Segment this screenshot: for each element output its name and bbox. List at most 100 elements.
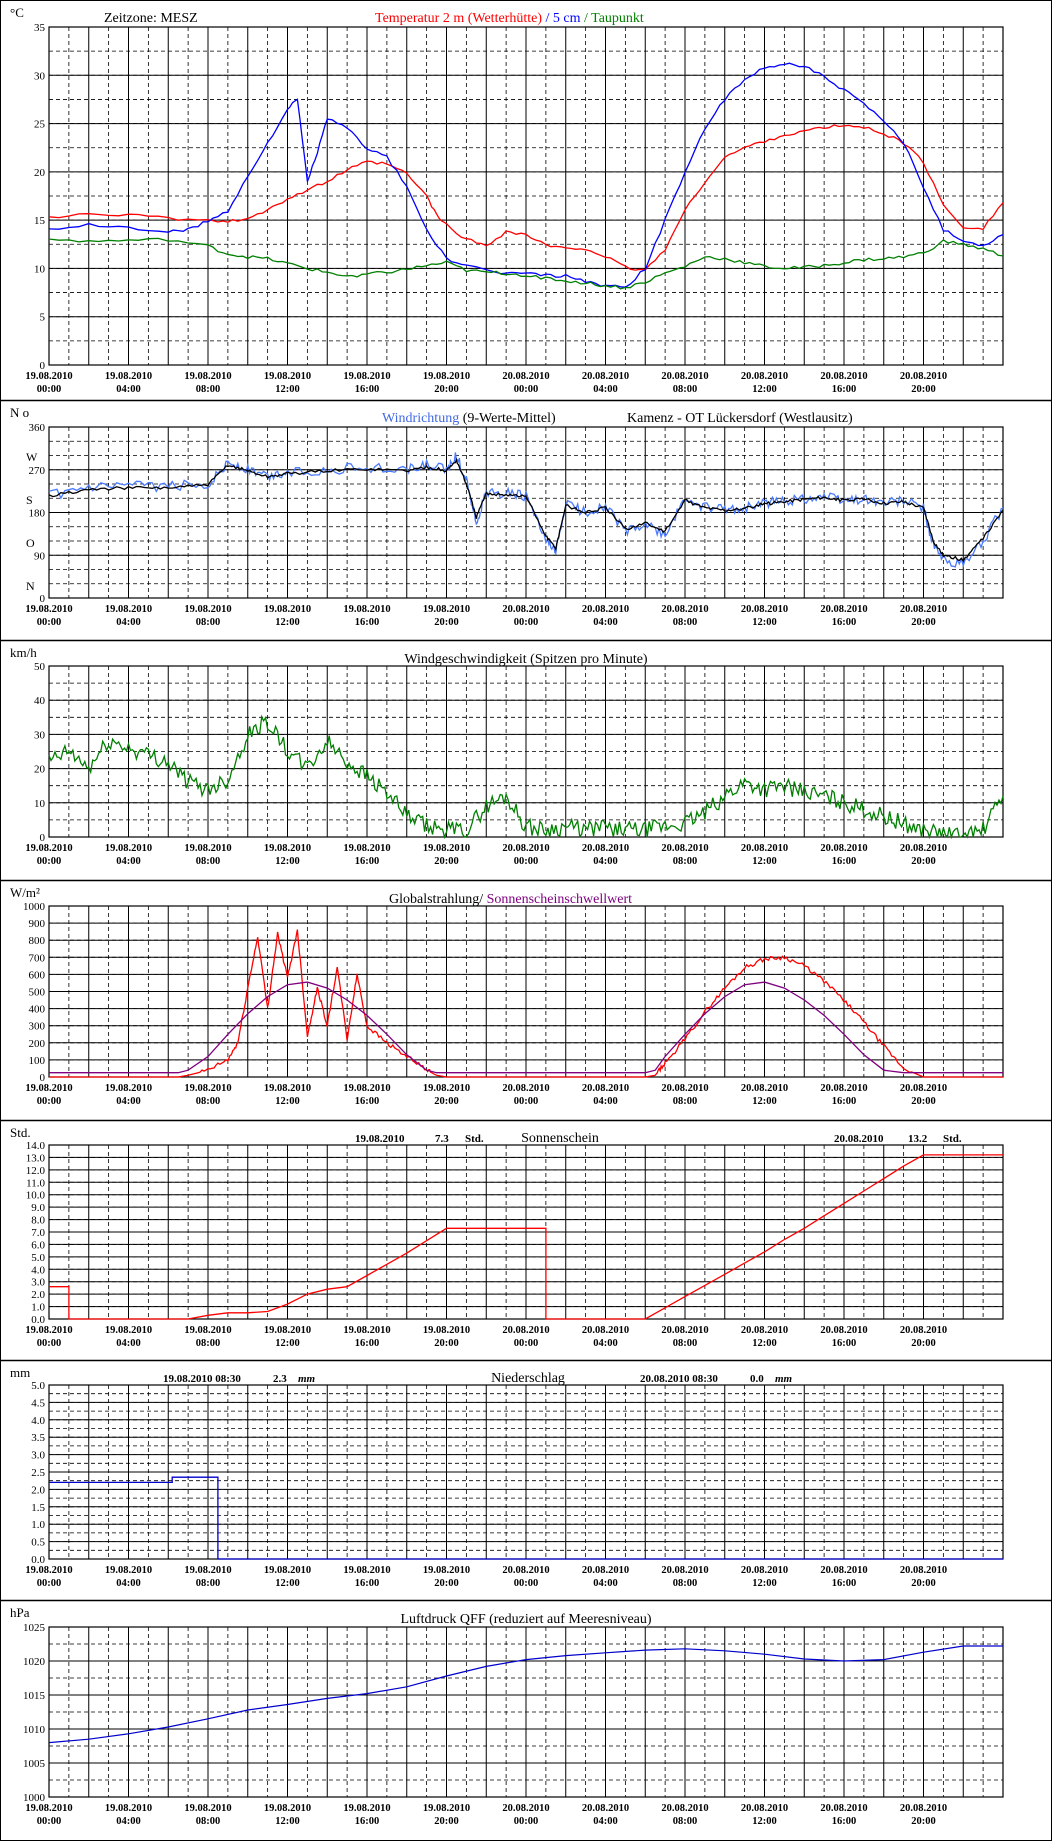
x-tick-date: 20.08.2010 — [900, 1325, 947, 1336]
unit-label: W/m² — [10, 885, 40, 900]
temperature-title: Temperatur 2 m (Wetterhütte) / 5 cm / Ta… — [375, 11, 644, 26]
x-tick-date: 19.08.2010 — [25, 843, 72, 854]
x-tick-date: 19.08.2010 — [264, 1565, 311, 1576]
x-tick-date: 20.08.2010 — [741, 1083, 788, 1094]
x-tick-date: 20.08.2010 — [820, 371, 867, 382]
unit-label: hPa — [10, 1605, 30, 1620]
y-tick-label: 20 — [34, 167, 46, 179]
series-line-pressure-0 — [48, 1645, 1003, 1744]
day-total-value: 0.0 — [750, 1373, 764, 1385]
y-tick-label: 13.0 — [26, 1152, 46, 1164]
y-tick-label: 6.0 — [31, 1239, 45, 1251]
x-tick-date: 20.08.2010 — [582, 604, 629, 615]
x-tick-time: 20:00 — [434, 617, 459, 628]
x-tick-time: 00:00 — [37, 1338, 62, 1349]
x-tick-time: 08:00 — [673, 617, 698, 628]
title-part: / — [542, 11, 553, 26]
x-tick-time: 12:00 — [752, 384, 777, 395]
x-tick-date: 20.08.2010 — [582, 1565, 629, 1576]
x-tick-time: 08:00 — [673, 1338, 698, 1349]
x-tick-time: 08:00 — [196, 1338, 221, 1349]
y-tick-label: 1010 — [23, 1724, 46, 1736]
x-tick-time: 00:00 — [514, 617, 539, 628]
x-tick-date: 19.08.2010 — [184, 1803, 231, 1814]
y-tick-label: 3.5 — [31, 1432, 45, 1444]
x-tick-time: 20:00 — [434, 384, 459, 395]
x-tick-time: 08:00 — [673, 384, 698, 395]
x-tick-date: 19.08.2010 — [343, 1565, 390, 1576]
y-tick-label: 7.0 — [31, 1227, 45, 1239]
x-tick-time: 12:00 — [752, 1578, 777, 1589]
x-tick-date: 19.08.2010 — [25, 1325, 72, 1336]
y-tick-label: 4.5 — [31, 1397, 45, 1409]
x-tick-time: 20:00 — [434, 856, 459, 867]
x-tick-time: 16:00 — [355, 1816, 380, 1827]
y-tick-label: 180 — [29, 508, 46, 520]
y-tick-label: 1020 — [23, 1656, 46, 1668]
x-tick-time: 20:00 — [911, 856, 936, 867]
x-tick-date: 20.08.2010 — [820, 1565, 867, 1576]
x-tick-time: 16:00 — [832, 617, 857, 628]
series-line-winddirection-0 — [48, 452, 1004, 568]
x-tick-time: 20:00 — [911, 384, 936, 395]
x-tick-time: 20:00 — [434, 1578, 459, 1589]
direction-label: S — [26, 493, 33, 507]
direction-label: O — [26, 536, 35, 550]
precipitation-panel: 0.0 0.5 1.0 1.5 2.0 2.5 3.0 3.5 4.0 4.5 5.0 19.08.2… — [0, 1359, 1052, 1589]
series-line-sunshine-0 — [49, 1154, 1003, 1320]
x-tick-date: 20.08.2010 — [820, 843, 867, 854]
windspeed-title: Windgeschwindigkeit (Spitzen pro Minute) — [404, 652, 648, 667]
y-tick-label: 500 — [29, 987, 46, 999]
x-tick-time: 16:00 — [832, 384, 857, 395]
x-tick-date: 20.08.2010 — [582, 371, 629, 382]
x-tick-time: 12:00 — [275, 1338, 300, 1349]
x-tick-time: 00:00 — [37, 1096, 62, 1107]
x-tick-time: 04:00 — [116, 1816, 141, 1827]
x-tick-time: 04:00 — [593, 617, 618, 628]
x-tick-time: 08:00 — [196, 384, 221, 395]
unit-label: mm — [10, 1365, 30, 1380]
x-tick-time: 16:00 — [355, 617, 380, 628]
x-tick-date: 20.08.2010 — [661, 1565, 708, 1576]
y-tick-label: 10.0 — [26, 1190, 46, 1202]
x-tick-date: 20.08.2010 — [820, 604, 867, 615]
x-tick-time: 12:00 — [752, 617, 777, 628]
series-line-radiation-0 — [49, 929, 1003, 1078]
x-tick-date: 20.08.2010 — [502, 1803, 549, 1814]
x-tick-date: 20.08.2010 — [820, 1083, 867, 1094]
x-tick-time: 04:00 — [116, 1096, 141, 1107]
x-tick-date: 19.08.2010 — [105, 1565, 152, 1576]
x-tick-time: 12:00 — [275, 384, 300, 395]
x-tick-date: 20.08.2010 — [661, 1803, 708, 1814]
y-tick-label: 3.0 — [31, 1277, 45, 1289]
x-tick-time: 04:00 — [593, 1338, 618, 1349]
series-line-precipitation-0 — [49, 1476, 1003, 1560]
y-tick-label: 90 — [34, 550, 46, 562]
x-tick-date: 19.08.2010 — [423, 371, 470, 382]
x-tick-time: 08:00 — [196, 1816, 221, 1827]
x-tick-date: 19.08.2010 — [105, 1803, 152, 1814]
y-tick-label: 200 — [29, 1038, 46, 1050]
plot-frame — [48, 1144, 1004, 1320]
y-tick-label: 0 — [40, 1072, 46, 1084]
series-line-winddirection-1 — [48, 457, 1004, 563]
x-tick-date: 20.08.2010 — [900, 1565, 947, 1576]
x-tick-date: 19.08.2010 — [184, 371, 231, 382]
x-tick-date: 19.08.2010 — [105, 604, 152, 615]
x-tick-date: 19.08.2010 — [25, 1083, 72, 1094]
y-tick-label: 40 — [34, 695, 46, 707]
x-tick-time: 12:00 — [275, 1096, 300, 1107]
x-tick-time: 08:00 — [673, 1816, 698, 1827]
y-tick-label: 1015 — [23, 1690, 46, 1702]
day-total-value: 13.2 — [908, 1133, 928, 1145]
x-tick-date: 19.08.2010 — [343, 604, 390, 615]
winddirection-title: Windrichtung (9-Werte-Mittel) — [382, 411, 556, 426]
x-tick-date: 20.08.2010 — [741, 1803, 788, 1814]
day-total-value: 7.3 — [435, 1133, 449, 1145]
x-tick-date: 20.08.2010 — [502, 1565, 549, 1576]
title-part: Sonnenscheinschwellwert — [483, 892, 632, 907]
x-tick-time: 16:00 — [355, 1096, 380, 1107]
y-tick-label: 5.0 — [31, 1252, 45, 1264]
x-tick-time: 08:00 — [673, 1578, 698, 1589]
